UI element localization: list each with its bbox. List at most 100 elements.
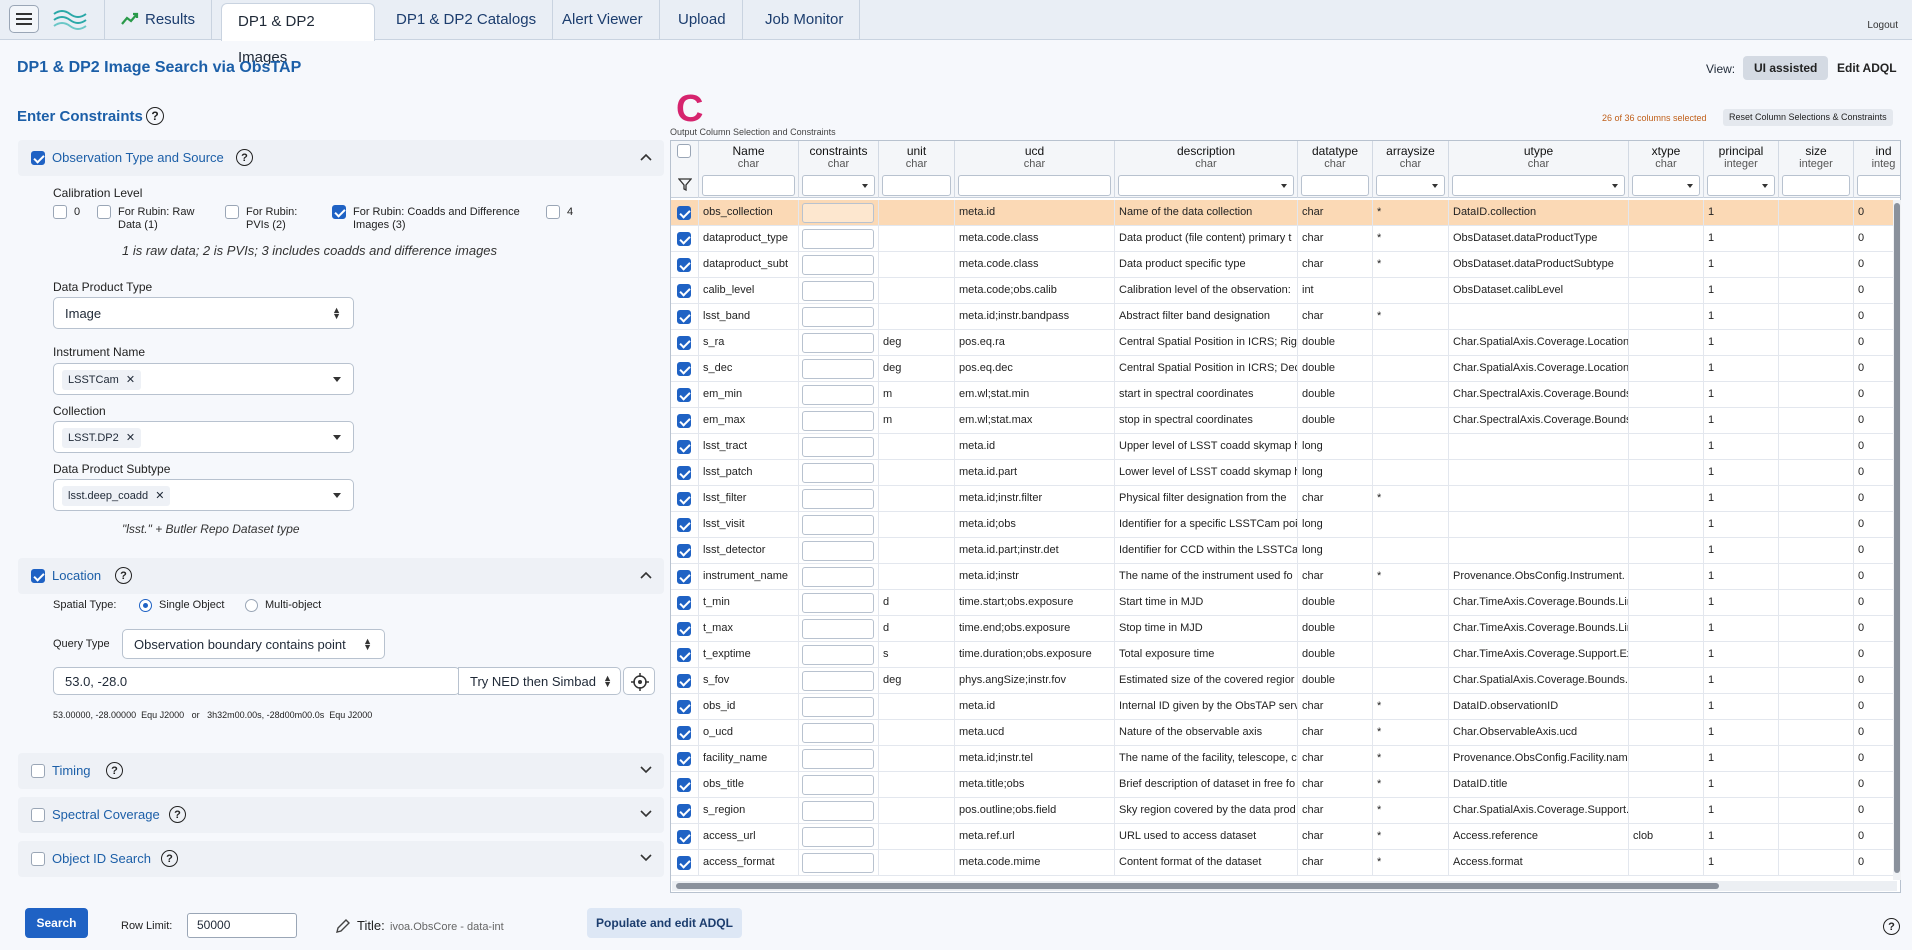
chevron-up-icon[interactable] (640, 153, 652, 161)
column-filter-input[interactable] (1707, 175, 1775, 196)
row-checkbox[interactable] (677, 466, 691, 480)
constraint-cell[interactable] (799, 668, 879, 694)
row-checkbox[interactable] (677, 804, 691, 818)
constraint-cell[interactable] (799, 330, 879, 356)
constraint-cell[interactable] (799, 278, 879, 304)
constraint-cell[interactable] (799, 408, 879, 434)
column-header-description[interactable]: description char (1115, 141, 1298, 198)
observation-type-checkbox[interactable] (31, 151, 45, 165)
constraint-cell[interactable] (799, 850, 879, 876)
row-checkbox[interactable] (677, 258, 691, 272)
vertical-scrollbar-thumb[interactable] (1894, 203, 1900, 873)
object-id-checkbox[interactable] (31, 852, 45, 866)
constraint-cell[interactable] (799, 486, 879, 512)
data-product-subtype-select[interactable]: lsst.deep_coadd ✕ (53, 479, 354, 511)
remove-chip-icon[interactable]: ✕ (155, 490, 165, 502)
column-header-principal[interactable]: principal integer (1704, 141, 1779, 198)
constraint-input[interactable] (802, 853, 874, 873)
table-row[interactable]: lsst_patch meta.id.part Lower level of LSS… (671, 460, 1900, 486)
table-row[interactable]: dataproduct_subt meta.code.class Data prod… (671, 252, 1900, 278)
constraint-input[interactable] (802, 697, 874, 717)
help-icon[interactable]: ? (236, 149, 253, 166)
single-object-radio[interactable] (139, 599, 152, 612)
constraint-cell[interactable] (799, 642, 879, 668)
row-checkbox[interactable] (677, 388, 691, 402)
logout-link[interactable]: Logout (1867, 20, 1898, 31)
constraint-input[interactable] (802, 749, 874, 769)
app-logo-icon[interactable] (52, 6, 88, 35)
row-checkbox[interactable] (677, 856, 691, 870)
constraint-cell[interactable] (799, 720, 879, 746)
dropdown-arrow-icon[interactable] (333, 493, 341, 498)
constraint-input[interactable] (802, 541, 874, 561)
row-checkbox[interactable] (677, 336, 691, 350)
row-select-cell[interactable] (671, 668, 699, 694)
column-header-size[interactable]: size integer (1779, 141, 1854, 198)
column-filter-input[interactable] (802, 175, 875, 196)
table-row[interactable]: dataproduct_type meta.code.class Data prod… (671, 226, 1900, 252)
constraint-input[interactable] (802, 203, 874, 223)
constraint-cell[interactable] (799, 746, 879, 772)
row-select-cell[interactable] (671, 408, 699, 434)
column-filter-input[interactable] (1632, 175, 1700, 196)
horizontal-scrollbar-thumb[interactable] (676, 883, 1719, 889)
constraint-input[interactable] (802, 281, 874, 301)
row-checkbox[interactable] (677, 440, 691, 454)
column-header-unit[interactable]: unit char (879, 141, 955, 198)
constraint-input[interactable] (802, 775, 874, 795)
row-select-cell[interactable] (671, 694, 699, 720)
row-select-cell[interactable] (671, 434, 699, 460)
constraint-cell[interactable] (799, 798, 879, 824)
help-icon[interactable]: ? (146, 107, 164, 125)
row-checkbox[interactable] (677, 362, 691, 376)
tab-upload[interactable]: Upload (662, 0, 743, 40)
column-header-utype[interactable]: utype char (1449, 141, 1629, 198)
table-row[interactable]: em_min m em.wl;stat.min start in spectral c… (671, 382, 1900, 408)
row-select-cell[interactable] (671, 824, 699, 850)
column-header-xtype[interactable]: xtype char (1629, 141, 1704, 198)
chevron-down-icon[interactable] (640, 766, 652, 774)
populate-edit-adql-button[interactable]: Populate and edit ADQL (587, 908, 742, 938)
row-select-cell[interactable] (671, 226, 699, 252)
row-checkbox[interactable] (677, 752, 691, 766)
calib-4-checkbox[interactable] (546, 205, 560, 219)
table-row[interactable]: em_max m em.wl;stat.max stop in spectral co… (671, 408, 1900, 434)
title-value[interactable]: ivoa.ObsCore - data-int (390, 921, 504, 933)
table-row[interactable]: t_exptime s time.duration;obs.exposure Tota… (671, 642, 1900, 668)
hamburger-menu-icon[interactable] (9, 5, 39, 33)
row-select-cell[interactable] (671, 512, 699, 538)
row-select-cell[interactable] (671, 590, 699, 616)
table-row[interactable]: obs_title meta.title;obs Brief description… (671, 772, 1900, 798)
constraint-input[interactable] (802, 411, 874, 431)
table-row[interactable]: instrument_name meta.id;instr The name of … (671, 564, 1900, 590)
tab-results[interactable]: Results (104, 0, 213, 40)
dropdown-arrow-icon[interactable] (1762, 184, 1768, 188)
constraint-cell[interactable] (799, 434, 879, 460)
ui-assisted-button[interactable]: UI assisted (1743, 56, 1829, 80)
column-filter-input[interactable] (1376, 175, 1445, 196)
tab-dp1-dp2-images[interactable]: DP1 & DP2 Images (221, 3, 375, 66)
dropdown-arrow-icon[interactable] (333, 377, 341, 382)
column-filter-input[interactable] (702, 175, 795, 196)
dropdown-arrow-icon[interactable] (1281, 184, 1287, 188)
table-row[interactable]: t_min d time.start;obs.exposure Start time … (671, 590, 1900, 616)
row-checkbox[interactable] (677, 700, 691, 714)
row-limit-input[interactable]: 50000 (187, 913, 297, 938)
constraint-cell[interactable] (799, 356, 879, 382)
table-row[interactable]: lsst_band meta.id;instr.bandpass Abstract … (671, 304, 1900, 330)
table-row[interactable]: facility_name meta.id;instr.tel The name o… (671, 746, 1900, 772)
help-icon[interactable]: ? (106, 762, 123, 779)
dropdown-arrow-icon[interactable] (862, 184, 868, 188)
help-icon[interactable]: ? (115, 567, 132, 584)
constraint-input[interactable] (802, 723, 874, 743)
dropdown-arrow-icon[interactable] (1612, 184, 1618, 188)
table-row[interactable]: obs_id meta.id Internal ID given by the Ob… (671, 694, 1900, 720)
constraint-cell[interactable] (799, 460, 879, 486)
table-row[interactable]: lsst_visit meta.id;obs Identifier for a sp… (671, 512, 1900, 538)
constraint-cell[interactable] (799, 226, 879, 252)
row-checkbox[interactable] (677, 232, 691, 246)
row-checkbox[interactable] (677, 310, 691, 324)
constraint-cell[interactable] (799, 382, 879, 408)
row-select-cell[interactable] (671, 330, 699, 356)
calib-1-checkbox[interactable] (97, 205, 111, 219)
